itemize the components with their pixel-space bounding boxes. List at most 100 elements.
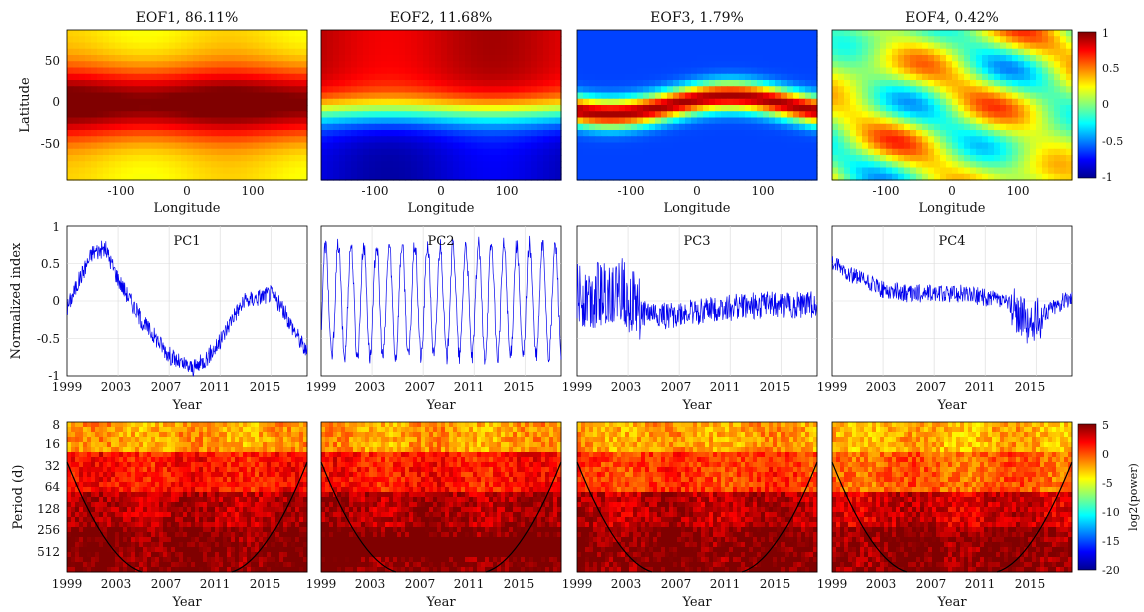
wavelet-cell xyxy=(111,447,116,453)
eof-map-cell xyxy=(543,55,550,62)
eof-map-cell xyxy=(235,30,242,37)
eof-map-cell xyxy=(121,86,128,94)
eof-map-cell xyxy=(910,92,917,100)
eof-map-cell xyxy=(934,173,941,181)
eof-map-cell xyxy=(577,136,584,144)
eof-map-cell xyxy=(607,155,614,162)
wavelet-cell xyxy=(155,467,160,473)
eof-map-cell xyxy=(435,161,442,169)
eof-map-cell xyxy=(127,105,134,112)
eof-map-cell xyxy=(643,42,650,50)
eof-map-cell xyxy=(495,142,502,150)
eof-map-cell xyxy=(483,123,490,131)
wavelet-cell xyxy=(143,462,148,468)
wavelet-cell xyxy=(139,497,144,503)
eof-map-cell xyxy=(649,155,656,162)
eof-map-cell xyxy=(625,155,632,162)
eof-map-cell xyxy=(880,36,887,44)
eof-map-cell xyxy=(217,161,224,169)
wavelet-cell xyxy=(203,432,208,438)
eof-map-cell xyxy=(715,173,722,181)
eof-map-cell xyxy=(441,80,448,87)
eof-map-cell xyxy=(67,123,74,131)
eof-map-cell xyxy=(73,30,80,37)
eof-map-cell xyxy=(357,48,364,56)
eof-map-cell xyxy=(886,67,893,75)
eof-map-cell xyxy=(301,111,308,119)
eof-map-cell xyxy=(429,48,436,56)
wavelet-cell xyxy=(163,442,168,448)
eof-map-cell xyxy=(145,136,152,144)
eof-map-cell xyxy=(411,42,418,50)
eof-map-cell xyxy=(145,36,152,44)
eof-map-cell xyxy=(217,48,224,56)
eof-map-cell xyxy=(375,36,382,44)
eof-map-cell xyxy=(235,98,242,106)
wavelet-cell xyxy=(167,427,172,433)
eof-map-cell xyxy=(549,105,556,112)
eof-map-cell xyxy=(435,80,442,87)
eof-map-cell xyxy=(429,111,436,119)
eof-map-cell xyxy=(507,148,514,156)
eof-map-cell xyxy=(1030,167,1037,175)
eof-map-cell xyxy=(531,161,538,169)
eof-map-cell xyxy=(649,98,656,106)
wavelet-cell xyxy=(255,477,260,483)
eof-map-cell xyxy=(283,42,290,50)
eof-map-cell xyxy=(277,167,284,175)
eof-map-cell xyxy=(583,173,590,181)
wavelet-cell xyxy=(235,482,240,488)
wavelet-cell xyxy=(243,432,248,438)
eof-map-cell xyxy=(339,42,346,50)
wavelet-cell xyxy=(247,422,252,428)
eof-map-cell xyxy=(757,123,764,131)
wavelet-cell xyxy=(223,482,228,488)
eof-map-cell xyxy=(91,111,98,119)
eof-map-cell xyxy=(781,136,788,144)
eof-map-cell xyxy=(459,36,466,44)
eof-map-cell xyxy=(1042,86,1049,94)
eof-map-cell xyxy=(163,161,170,169)
eof-map-cell xyxy=(271,136,278,144)
eof-map-cell xyxy=(169,98,176,106)
eof-map-cell xyxy=(163,80,170,87)
eof-map-cell xyxy=(193,55,200,62)
eof-map-cell xyxy=(787,92,794,100)
wavelet-cell xyxy=(239,447,244,453)
eof-map-cell xyxy=(619,117,626,125)
wavelet-cell xyxy=(175,452,180,458)
pc4-xtick: 2007 xyxy=(916,380,947,394)
wavelet-cell xyxy=(239,492,244,498)
eof-map-cell xyxy=(181,73,188,81)
eof-map-cell xyxy=(435,173,442,181)
eof-map-cell xyxy=(151,142,158,150)
eof-map-cell xyxy=(205,105,212,112)
eof-map-cell xyxy=(589,173,596,181)
eof-map-cell xyxy=(333,167,340,175)
eof-map-cell xyxy=(697,86,704,94)
eof-map-cell xyxy=(1030,98,1037,106)
eof-map-cell xyxy=(133,123,140,131)
wavelet-cell xyxy=(171,472,176,478)
eof-map-cell xyxy=(832,173,839,181)
eof-map-cell xyxy=(781,42,788,50)
wavelet-cell xyxy=(199,432,204,438)
eof-map-cell xyxy=(423,130,430,137)
eof-map-cell xyxy=(691,86,698,94)
eof-map-cell xyxy=(886,42,893,50)
eof-map-cell xyxy=(892,48,899,56)
eof-map-cell xyxy=(459,80,466,87)
eof-map-cell xyxy=(994,48,1001,56)
eof-map-cell xyxy=(543,67,550,75)
wavelet-cell xyxy=(243,422,248,428)
eof-map-cell xyxy=(691,30,698,37)
wavelet-cell xyxy=(267,502,272,508)
wavelet-cell xyxy=(123,507,128,513)
wavelet-cell xyxy=(279,452,284,458)
wavelet-cell xyxy=(259,492,264,498)
eof-map-cell xyxy=(429,123,436,131)
eof-map-cell xyxy=(661,42,668,50)
eof-map-cell xyxy=(727,117,734,125)
eof-map-cell xyxy=(769,92,776,100)
eof-map-cell xyxy=(91,36,98,44)
